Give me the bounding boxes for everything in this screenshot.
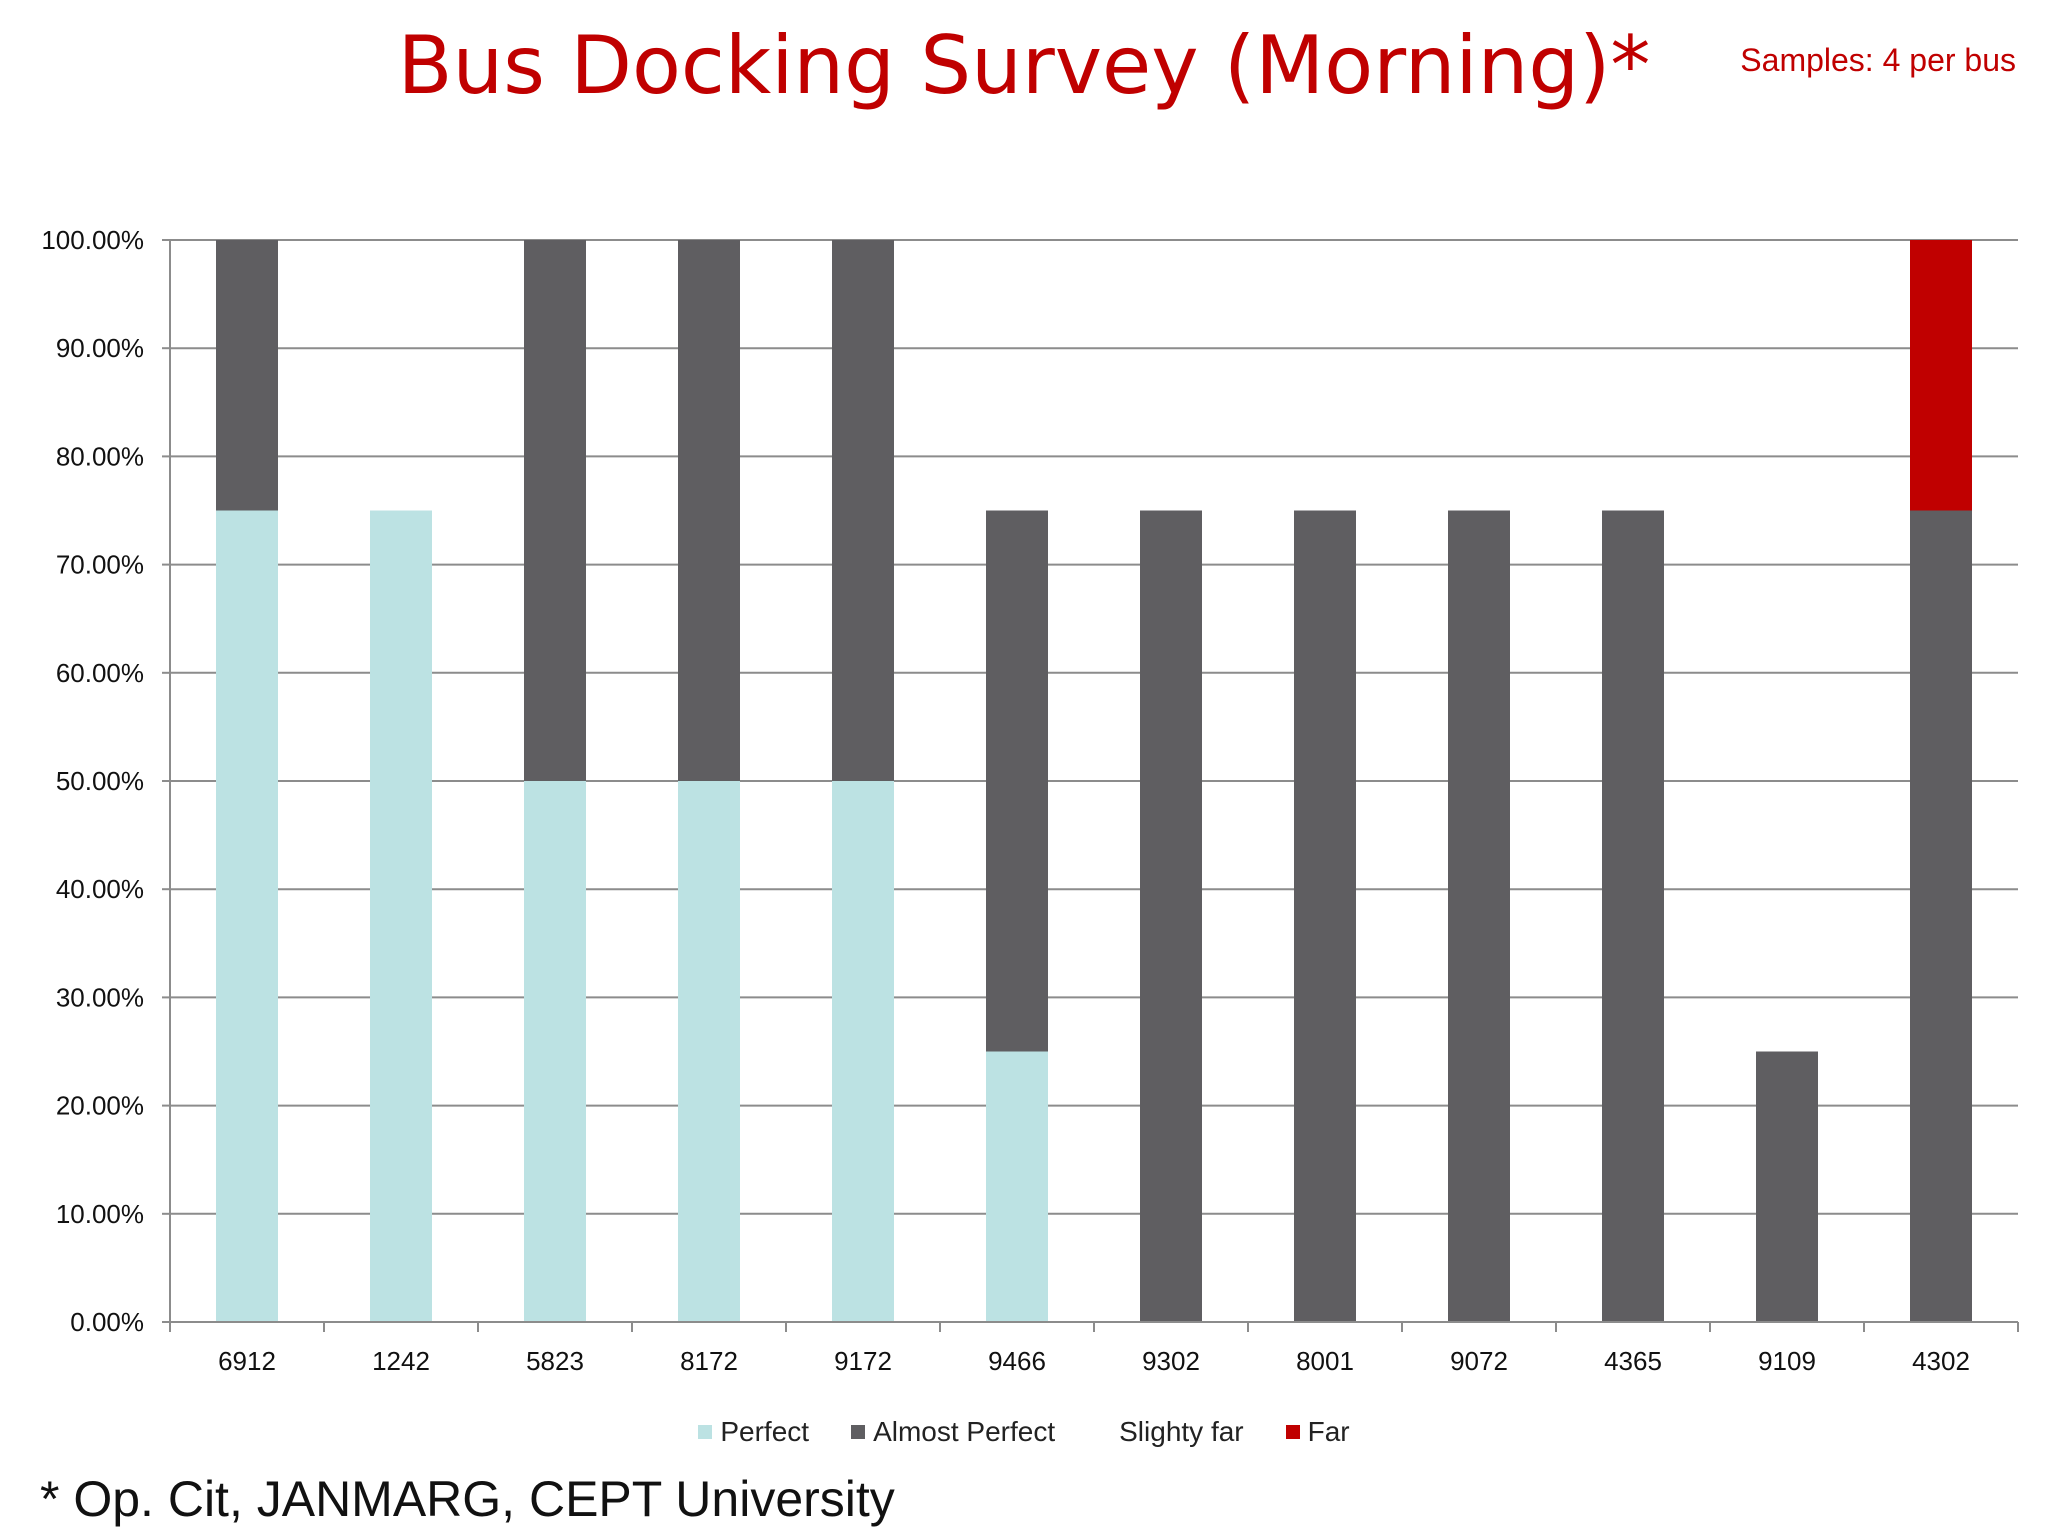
footnote: * Op. Cit, JANMARG, CEPT University bbox=[40, 1471, 895, 1527]
bar-5823-almost-perfect bbox=[524, 240, 586, 781]
y-tick-label: 90.00% bbox=[56, 333, 144, 363]
bar-9172-almost-perfect bbox=[832, 240, 894, 781]
y-tick-label: 40.00% bbox=[56, 874, 144, 904]
y-tick-label: 60.00% bbox=[56, 658, 144, 688]
x-tick-label: 9466 bbox=[988, 1346, 1046, 1376]
bar-4302-almost-perfect bbox=[1910, 510, 1972, 1322]
chart-title: Bus Docking Survey (Morning)* bbox=[397, 19, 1651, 112]
x-tick-label: 4302 bbox=[1912, 1346, 1970, 1376]
bar-4365-almost-perfect bbox=[1602, 510, 1664, 1322]
legend-label: Perfect bbox=[720, 1416, 810, 1447]
bar-6912-perfect bbox=[216, 510, 278, 1322]
bar-9109-almost-perfect bbox=[1756, 1051, 1818, 1322]
x-tick-label: 9109 bbox=[1758, 1346, 1816, 1376]
legend-item-far: Far bbox=[1285, 1416, 1350, 1448]
x-tick-label: 9072 bbox=[1450, 1346, 1508, 1376]
y-tick-label: 50.00% bbox=[56, 766, 144, 796]
x-tick-label: 9172 bbox=[834, 1346, 892, 1376]
bar-8172-perfect bbox=[678, 781, 740, 1322]
legend-item-almost-perfect: Almost Perfect bbox=[851, 1416, 1055, 1448]
bar-9172-perfect bbox=[832, 781, 894, 1322]
x-tick-label: 8001 bbox=[1296, 1346, 1354, 1376]
legend-label: Far bbox=[1307, 1416, 1350, 1447]
bar-5823-perfect bbox=[524, 781, 586, 1322]
x-tick-label: 4365 bbox=[1604, 1346, 1662, 1376]
x-tick-label: 8172 bbox=[680, 1346, 738, 1376]
legend-swatch bbox=[698, 1425, 713, 1439]
gridlines bbox=[170, 239, 2018, 1215]
axes: 0.00% 10.00% 20.00% 30.00% 40.00% 50.00% 60.00… bbox=[41, 225, 2019, 1376]
bar-9466-perfect bbox=[986, 1051, 1048, 1322]
y-tick-label: 100.00% bbox=[41, 225, 144, 255]
y-tick-label: 70.00% bbox=[56, 550, 144, 580]
x-tick-label: 1242 bbox=[372, 1346, 430, 1376]
bar-4302-far bbox=[1910, 240, 1972, 511]
bar-6912-almost-perfect bbox=[216, 240, 278, 511]
x-tick-label: 5823 bbox=[526, 1346, 584, 1376]
bar-9302-almost-perfect bbox=[1140, 510, 1202, 1322]
legend: Perfect Almost Perfect Slighty far Far bbox=[0, 1416, 2048, 1448]
bar-9072-almost-perfect bbox=[1448, 510, 1510, 1322]
y-tick-label: 0.00% bbox=[70, 1307, 144, 1337]
legend-swatch bbox=[1097, 1425, 1112, 1439]
y-tick-label: 10.00% bbox=[56, 1199, 144, 1229]
y-tick-label: 80.00% bbox=[56, 441, 144, 471]
bar-9466-almost-perfect bbox=[986, 510, 1048, 1052]
x-tick-label: 9302 bbox=[1142, 1346, 1200, 1376]
bar-1242-perfect bbox=[370, 510, 432, 1322]
legend-label: Almost Perfect bbox=[873, 1416, 1056, 1447]
bar-8172-almost-perfect bbox=[678, 240, 740, 781]
samples-note: Samples: 4 per bus bbox=[1740, 42, 2016, 78]
legend-swatch bbox=[851, 1425, 866, 1439]
legend-swatch bbox=[1285, 1425, 1300, 1439]
x-tick-label: 6912 bbox=[218, 1346, 276, 1376]
y-tick-label: 20.00% bbox=[56, 1091, 144, 1121]
bars bbox=[216, 240, 1972, 1322]
legend-item-slighty-far: Slighty far bbox=[1097, 1416, 1244, 1448]
legend-item-perfect: Perfect bbox=[698, 1416, 809, 1448]
bar-8001-almost-perfect bbox=[1294, 510, 1356, 1322]
y-tick-label: 30.00% bbox=[56, 982, 144, 1012]
legend-label: Slighty far bbox=[1119, 1416, 1244, 1447]
